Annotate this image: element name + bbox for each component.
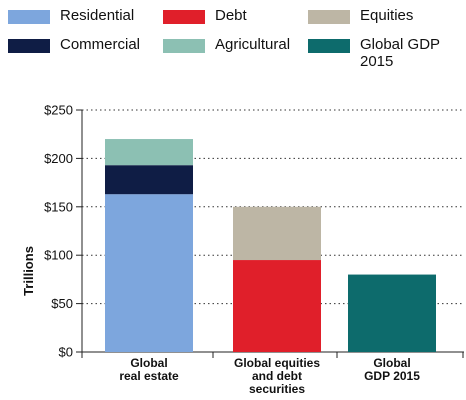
legend-label-agricultural: Agricultural [215,36,291,53]
legend-item-agricultural: Agricultural [163,36,290,53]
legend-item-global-gdp: Global GDP 2015 [308,36,440,70]
y-tick-label-150: $150 [44,199,73,214]
bar-global-real-estate-residential [105,194,193,352]
legend-label-equities: Equities [360,7,414,24]
y-tick-label-50: $50 [51,296,73,311]
y-tick-label-200: $200 [44,151,73,166]
legend-label-debt: Debt [215,7,247,24]
legend-label-global-gdp: Global GDP 2015 [360,36,441,70]
legend-label-commercial: Commercial [60,36,141,53]
y-tick-label-0: $0 [59,345,73,360]
legend-swatch-global-gdp [308,39,350,53]
x-tick-label-global-gdp-2015: Global GDP 2015 [364,356,420,383]
bar-global-real-estate-agricultural [105,139,193,166]
x-tick-label-global-equities-and-debt-securities: Global equities and debt securities [234,356,320,396]
y-axis-title: Trillions [21,246,36,296]
legend-swatch-residential [8,10,50,24]
bar-global-equities-and-debt-securities-equities [233,206,321,261]
legend-swatch-debt [163,10,205,24]
legend-item-debt: Debt [163,7,247,24]
legend: Residential Debt Equities Commercial Agr… [0,0,466,80]
legend-item-commercial: Commercial [8,36,140,53]
legend-swatch-agricultural [163,39,205,53]
bar-global-gdp-2015-global-gdp-2015 [348,274,436,352]
legend-swatch-commercial [8,39,50,53]
bar-global-equities-and-debt-securities-debt [233,260,321,352]
legend-label-residential: Residential [60,7,135,24]
legend-swatch-equities [308,10,350,24]
legend-item-equities: Equities [308,7,413,24]
bar-global-real-estate-commercial [105,165,193,195]
x-tick-label-global-real-estate: Global real estate [119,356,179,383]
y-tick-label-250: $250 [44,103,73,118]
legend-item-residential: Residential [8,7,134,24]
y-tick-label-100: $100 [44,248,73,263]
